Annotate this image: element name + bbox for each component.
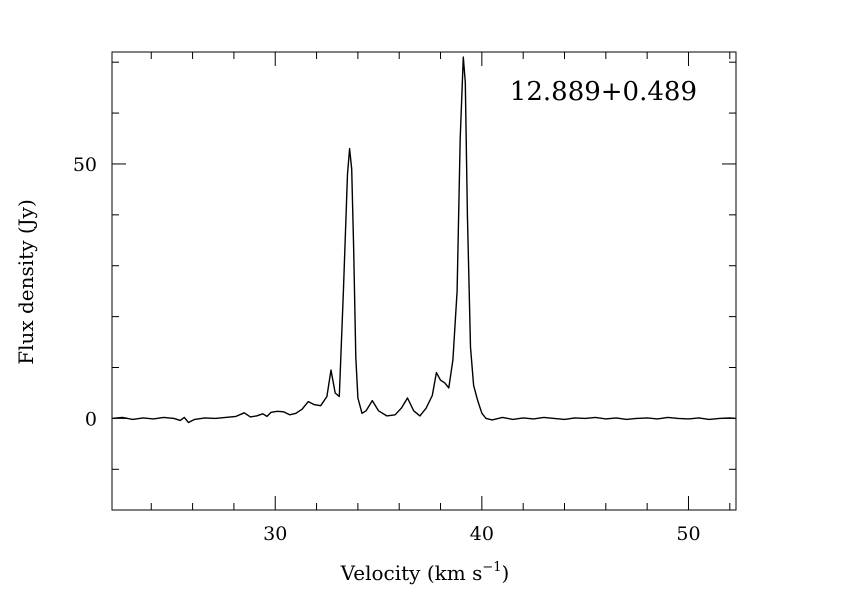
spectrum-line: [111, 56, 737, 424]
x-tick-label: 40: [470, 523, 494, 545]
axis-tick-labels: 30 40 50 0 50: [73, 154, 701, 545]
x-axis-label: Velocity (km s−1): [340, 560, 510, 585]
y-tick-label: 50: [73, 154, 97, 176]
x-axis-label-exponent: −1: [482, 560, 501, 575]
plot-frame: [111, 51, 737, 511]
x-tick-label: 50: [676, 523, 700, 545]
x-axis-label-close: ): [502, 561, 510, 585]
x-tick-label: 30: [263, 523, 287, 545]
source-annotation: 12.889+0.489: [510, 77, 697, 107]
x-axis-label-main: Velocity (km s: [340, 561, 483, 585]
y-tick-label: 0: [85, 408, 97, 430]
y-axis-label: Flux density (Jy): [14, 199, 38, 365]
axis-ticks: [112, 52, 736, 510]
